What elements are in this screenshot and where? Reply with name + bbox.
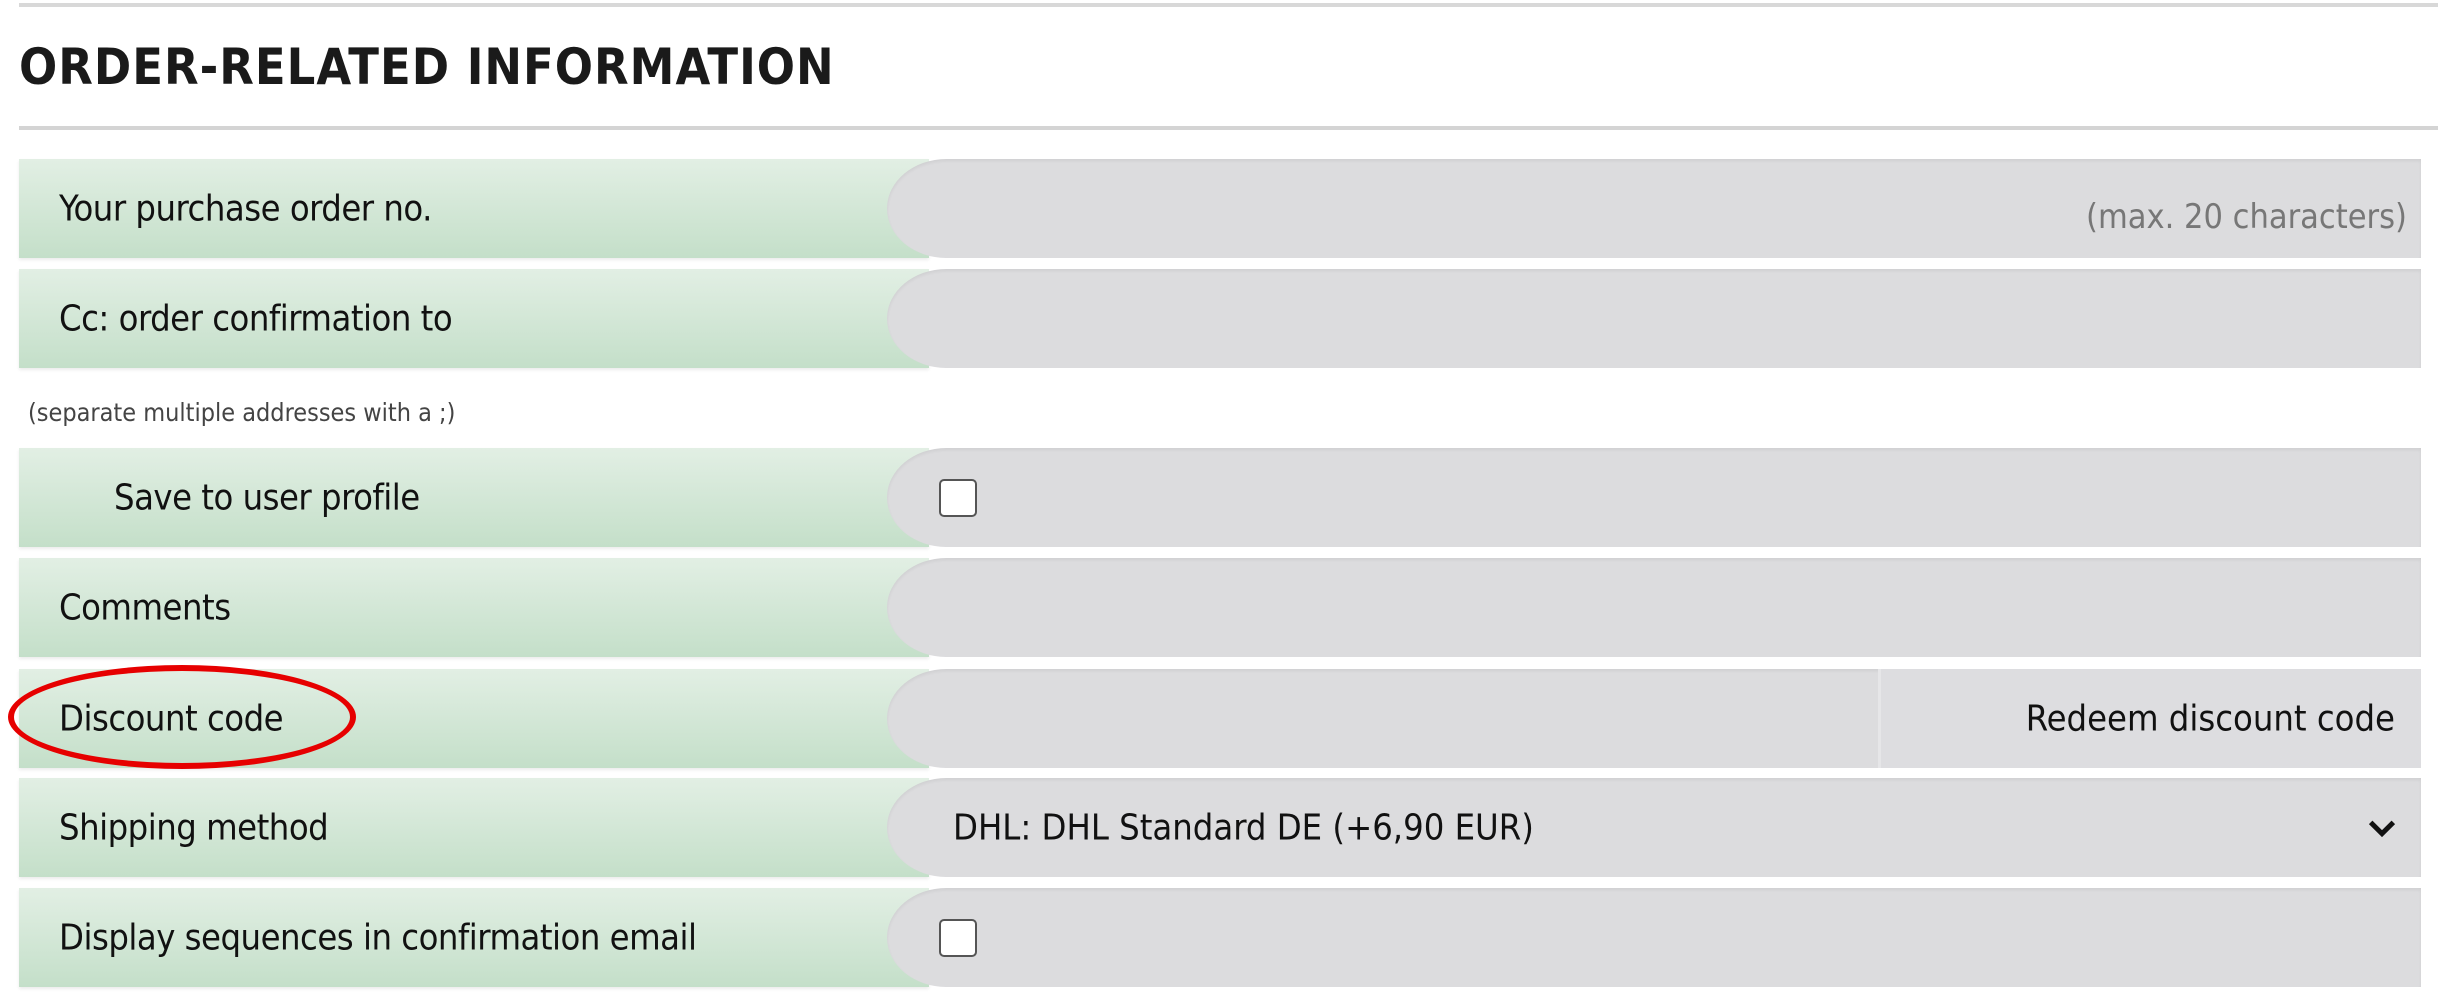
comments-label-cell: Comments bbox=[19, 558, 929, 657]
display-sequences-label-cell: Display sequences in confirmation email bbox=[19, 888, 929, 987]
display-sequences-label: Display sequences in confirmation email bbox=[59, 917, 697, 958]
redeem-discount-label: Redeem discount code bbox=[2025, 698, 2395, 739]
shipping-method-label-cell: Shipping method bbox=[19, 778, 929, 877]
purchase-order-input[interactable]: (max. 20 characters) bbox=[887, 159, 2421, 258]
comments-label: Comments bbox=[59, 587, 231, 628]
title-divider bbox=[19, 126, 2438, 130]
display-sequences-checkbox[interactable] bbox=[939, 918, 977, 957]
shipping-method-row: Shipping method DHL: DHL Standard DE (+6… bbox=[19, 778, 2421, 877]
purchase-order-row: Your purchase order no. (max. 20 charact… bbox=[19, 159, 2421, 258]
cc-confirmation-label-cell: Cc: order confirmation to bbox=[19, 269, 929, 368]
top-divider bbox=[19, 3, 2438, 7]
shipping-method-select[interactable]: DHL: DHL Standard DE (+6,90 EUR) bbox=[887, 778, 2421, 877]
shipping-method-value: DHL: DHL Standard DE (+6,90 EUR) bbox=[953, 807, 1534, 848]
cc-separator-note: (separate multiple addresses with a ;) bbox=[28, 398, 456, 427]
save-profile-label-cell: Save to user profile bbox=[19, 448, 929, 547]
purchase-order-hint: (max. 20 characters) bbox=[2086, 196, 2407, 237]
redeem-discount-button[interactable]: Redeem discount code bbox=[1878, 669, 2421, 768]
display-sequences-field bbox=[887, 888, 2421, 987]
cc-confirmation-row: Cc: order confirmation to bbox=[19, 269, 2421, 368]
cc-confirmation-input[interactable] bbox=[887, 269, 2421, 368]
shipping-method-label: Shipping method bbox=[59, 807, 329, 848]
discount-code-row: Discount code Redeem discount code bbox=[19, 669, 2421, 768]
comments-input[interactable] bbox=[887, 558, 2421, 657]
discount-code-label: Discount code bbox=[59, 698, 284, 739]
purchase-order-label-cell: Your purchase order no. bbox=[19, 159, 929, 258]
chevron-down-icon bbox=[2368, 820, 2396, 837]
save-profile-row: Save to user profile bbox=[19, 448, 2421, 547]
comments-row: Comments bbox=[19, 558, 2421, 657]
discount-code-input[interactable]: Redeem discount code bbox=[887, 669, 2421, 768]
save-profile-checkbox[interactable] bbox=[939, 478, 977, 517]
section-title: ORDER-RELATED INFORMATION bbox=[19, 38, 835, 96]
save-profile-label: Save to user profile bbox=[114, 477, 420, 518]
display-sequences-row: Display sequences in confirmation email bbox=[19, 888, 2421, 987]
save-profile-field bbox=[887, 448, 2421, 547]
cc-confirmation-label: Cc: order confirmation to bbox=[59, 298, 453, 339]
purchase-order-label: Your purchase order no. bbox=[59, 188, 432, 229]
discount-code-label-cell: Discount code bbox=[19, 669, 929, 768]
